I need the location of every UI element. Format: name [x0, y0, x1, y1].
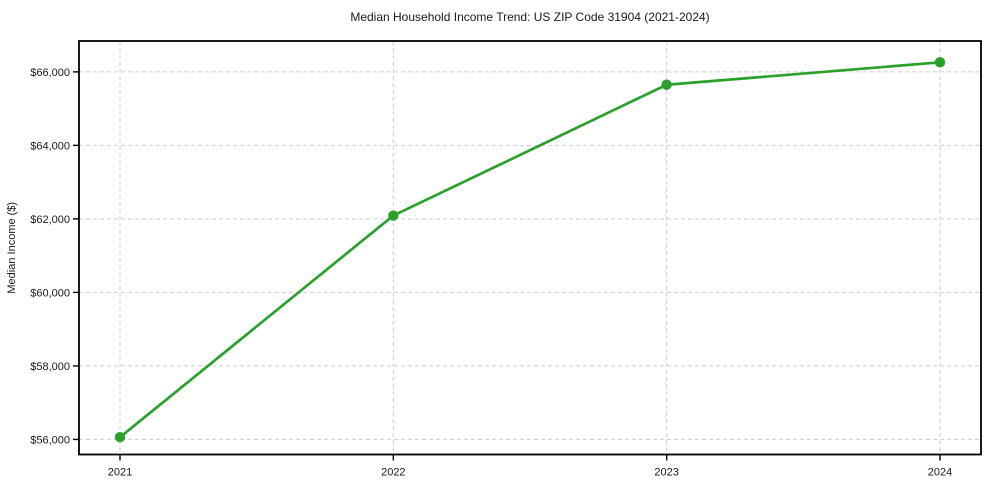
x-tick-label: 2022 [381, 467, 405, 479]
y-tick-label: $66,000 [30, 67, 70, 79]
data-point-2023 [661, 79, 672, 90]
data-point-2022 [388, 210, 399, 221]
data-point-2024 [934, 57, 946, 68]
y-tick-label: $60,000 [30, 287, 70, 299]
plot-border [78, 40, 982, 456]
y-tick-label: $58,000 [30, 361, 70, 373]
income-trend-line [118, 60, 942, 439]
x-tick-label: 2023 [654, 467, 678, 479]
y-tick-label: $62,000 [30, 214, 70, 226]
y-axis-label: Median Income ($) [6, 202, 18, 294]
plot-area: $56,000 $58,000 $60,000 $62,000 $64,000 $66,0… [30, 40, 982, 479]
x-tick-label: 2024 [928, 467, 952, 479]
x-tick-label: 2021 [108, 467, 132, 479]
chart-title: Median Household Income Trend: US ZIP Co… [350, 10, 709, 24]
y-tick-label: $56,000 [30, 434, 70, 446]
y-tick-label: $64,000 [30, 140, 70, 152]
data-point-2021 [114, 432, 126, 443]
